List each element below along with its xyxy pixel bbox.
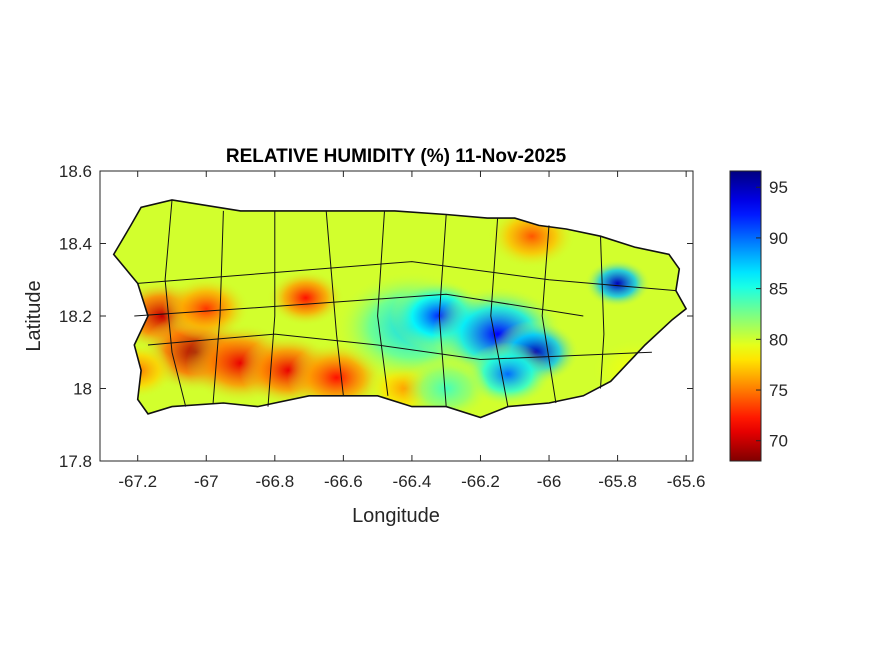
colorbar-tick-label: 90	[769, 229, 788, 248]
colorbar-tick-label: 75	[769, 381, 788, 400]
x-tick-label: -65.6	[667, 472, 706, 491]
municipality-boundary	[377, 210, 389, 396]
y-tick-label: 18.4	[59, 235, 92, 254]
municipality-boundary	[490, 218, 509, 407]
y-tick-label: 18	[73, 380, 92, 399]
municipality-boundary	[325, 210, 344, 396]
municipality-boundary	[600, 236, 605, 389]
colorbar-tick-label: 70	[769, 432, 788, 451]
municipality-boundary	[137, 261, 676, 292]
x-tick-label: -66	[537, 472, 562, 491]
field-sample	[584, 259, 651, 308]
field-sample	[267, 269, 345, 326]
x-axis-label: Longitude	[352, 505, 440, 527]
municipality-boundary	[212, 210, 224, 404]
municipality-boundary	[147, 333, 652, 361]
y-axis-label: Latitude	[23, 280, 45, 351]
x-tick-label: -65.8	[598, 472, 637, 491]
x-tick-label: -66.6	[324, 472, 363, 491]
x-tick-label: -66.4	[393, 472, 432, 491]
y-tick-label: 18.2	[59, 307, 92, 326]
field-sample	[402, 356, 491, 418]
municipality-boundary	[541, 225, 557, 404]
municipality-boundary	[134, 293, 584, 317]
x-tick-label: -66.8	[255, 472, 294, 491]
x-tick-label: -67	[194, 472, 219, 491]
chart-title: RELATIVE HUMIDITY (%) 11-Nov-2025	[226, 146, 567, 167]
y-tick-label: 17.8	[59, 452, 92, 471]
municipality-boundary	[438, 214, 447, 407]
municipality-boundary	[164, 199, 187, 407]
colorbar-gradient	[729, 170, 762, 462]
colorbar-tick-label: 80	[769, 330, 788, 349]
field-sample	[162, 276, 251, 341]
municipality-boundary	[267, 210, 276, 407]
colorbar-tick-label: 85	[769, 280, 788, 299]
x-tick-label: -66.2	[461, 472, 500, 491]
x-tick-label: -67.2	[118, 472, 157, 491]
colorbar-tick-label: 95	[769, 178, 788, 197]
colorbar: 70 75 80 85 90 95	[729, 170, 788, 462]
y-tick-label: 18.6	[59, 162, 92, 181]
municipality-boundaries	[134, 199, 676, 407]
island-outline	[112, 199, 688, 419]
